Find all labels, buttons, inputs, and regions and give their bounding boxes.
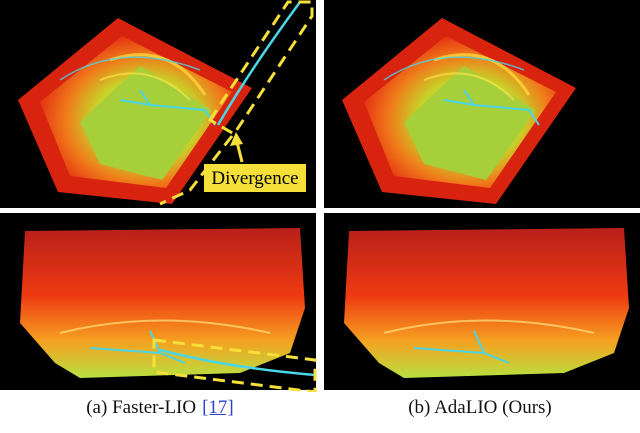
annotation-label: Divergence: [211, 168, 298, 189]
annotation-box: [204, 164, 306, 192]
divergence-box-edge: [159, 135, 234, 206]
figure-images: Divergence: [0, 0, 640, 392]
diverging-trajectory-side: [159, 348, 316, 377]
caption-text: (a) Faster-LIO: [86, 397, 197, 418]
diverging-trajectory: [216, 1, 302, 126]
divergence-box-side: [152, 338, 317, 392]
caption-b: (b) AdaLIO (Ours): [320, 397, 640, 419]
adalio-side-view: [323, 212, 640, 391]
divergence-box: [207, 0, 314, 137]
adalio-top-view: [322, 0, 640, 210]
citation-link[interactable]: [17]: [202, 397, 234, 418]
caption-text: (b) AdaLIO (Ours): [408, 397, 552, 418]
annotation-arrowhead: [230, 132, 243, 146]
faster-lio-side-view: [0, 212, 317, 391]
caption-a: (a) Faster-LIO [17]: [0, 397, 320, 419]
